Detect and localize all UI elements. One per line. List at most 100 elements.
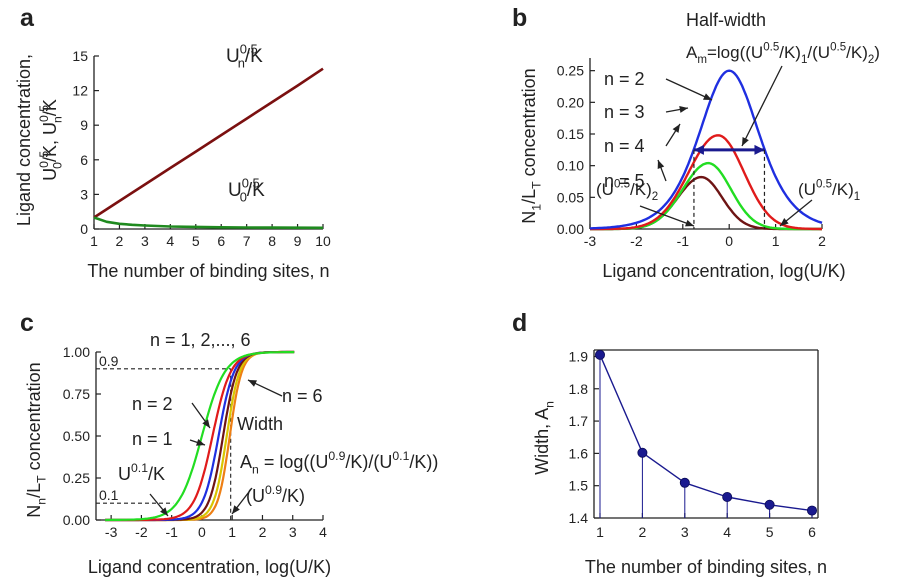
panel-c-u09-label: (U0.9​/K) — [246, 483, 305, 506]
panel-d-xtick-label: 2 — [639, 524, 647, 540]
panel-d-ylabel: Width, An​ — [532, 401, 556, 475]
panel-c-width-label: Width — [237, 414, 283, 434]
panel-a-series-1-label: U0.5​n​/K — [226, 41, 263, 70]
panel-d-point-6 — [807, 505, 818, 516]
panel-a-series-2-label-group: U0.5​0​/K — [228, 175, 265, 204]
panel-b-right-marker: (U0.5​/K)1​ — [798, 178, 860, 203]
panel-c-n1-pointer-head — [196, 439, 205, 446]
panel-d-point-1 — [595, 349, 606, 360]
panel-c-ytick-label: 1.00 — [63, 344, 90, 360]
panel-a-xtick-label: 7 — [243, 233, 251, 249]
panel-b-xtick-label: 1 — [772, 233, 780, 249]
panel-a-xtick-label: 6 — [217, 233, 225, 249]
panel-c-ytick-label: 0.50 — [63, 428, 90, 444]
panel-b-xlabel: Ligand concentration, log(U/K) — [602, 261, 845, 281]
panel-b-right-marker-pointer-head — [780, 218, 789, 226]
panel-c-xtick-label: -2 — [135, 524, 148, 540]
panel-c-xtick-label: 1 — [228, 524, 236, 540]
panel-b-series-2-label: n = 2 — [604, 69, 645, 89]
panel-a-ylabel-line1: Ligand concentration, — [14, 54, 34, 226]
panel-d-point-4 — [722, 491, 733, 502]
panel-b-left-marker-pointer-head — [685, 219, 694, 227]
panel-a-xtick-label: 8 — [268, 233, 276, 249]
panel-c-u01-label-group: U0.1​/K — [118, 461, 165, 484]
panel-b-series-4-pointer-head — [672, 124, 680, 133]
panel-c-ytick-label: 0.00 — [63, 512, 90, 528]
panel-c-u09-label-group: (U0.9​/K) — [246, 483, 305, 506]
panel-c-ylabel-group: Nn​/LT​ concentration — [24, 362, 48, 517]
panel-c-ref-0.1-label: 0.1 — [99, 487, 119, 503]
panel-b-formula-pointer-head — [742, 137, 749, 146]
panel-d-xlabel: The number of binding sites, n — [585, 557, 827, 577]
panel-b-series-2-pointer-head — [703, 93, 712, 100]
panel-a-label: a — [20, 4, 35, 32]
panel-b-left-marker: (U0.5​/K)2​ — [596, 178, 658, 203]
panel-a-series-1-label-group: U0.5​n​/K — [226, 41, 263, 70]
panel-d-ytick-label: 1.8 — [569, 381, 589, 397]
panel-d-label: d — [512, 309, 527, 337]
panel-b-halfwidth-title: Half-width — [686, 10, 766, 30]
panel-b-series-3-pointer-head — [679, 106, 688, 113]
panel-b-ylabel: N1​/LT​ concentration — [519, 68, 543, 223]
panel-a-xtick-label: 3 — [141, 233, 149, 249]
panel-c-xtick-label: 0 — [198, 524, 206, 540]
panel-d-point-3 — [679, 477, 690, 488]
panel-a-xtick-label: 4 — [166, 233, 174, 249]
panel-a-series-2-label: U0.5​0​/K — [228, 175, 265, 204]
panel-c-top-label: n = 1, 2,..., 6 — [150, 330, 251, 350]
panel-a-ytick-label: 0 — [80, 221, 88, 237]
panel-d-ytick-label: 1.6 — [569, 445, 589, 461]
panel-d-series-line — [599, 354, 813, 512]
panel-b-ylabel-group: N1​/LT​ concentration — [519, 68, 543, 223]
panel-b-series-4-label: n = 4 — [604, 136, 645, 156]
panel-b-ytick-label: 0.15 — [557, 126, 584, 142]
panel-d-xtick-label: 3 — [681, 524, 689, 540]
panel-c-n6-label: n = 6 — [282, 386, 323, 406]
panel-c-width-formula: An​ = log((U0.9​/K)/(U0.1​/K)) — [240, 449, 438, 477]
panel-c-n2-pointer-head — [202, 419, 210, 428]
panel-b-xtick-label: -2 — [630, 233, 643, 249]
panel-c-ref-0.9-label: 0.9 — [99, 353, 119, 369]
panel-c-xtick-label: 3 — [289, 524, 297, 540]
panel-a-ylabel-line2-group: U0.5​0​/K, U0.5​n​/K — [37, 99, 65, 181]
panel-a-ytick-label: 15 — [72, 48, 88, 64]
panel-b-halfwidth-formula-group: Am​=log((U0.5​/K)1​/(U0.5​/K)2​) — [686, 41, 880, 66]
panel-a-ytick-label: 6 — [80, 152, 88, 168]
panel-c-width-formula-group: An​ = log((U0.9​/K)/(U0.1​/K)) — [240, 449, 438, 477]
panel-b-series-2-pointer — [665, 78, 713, 101]
panel-b-series-2 — [589, 69, 823, 230]
panel-c-xtick-label: -1 — [165, 524, 178, 540]
panel-b-xtick-label: 0 — [725, 233, 733, 249]
panel-d-xtick-label: 6 — [808, 524, 816, 540]
panel-c-u01-pointer-head — [160, 507, 168, 516]
panel-a-ylabel-line1-group: Ligand concentration, — [14, 54, 34, 226]
panel-d-ytick-label: 1.4 — [569, 510, 589, 526]
panel-b-xtick-label: -3 — [584, 233, 597, 249]
panel-d-point-2 — [637, 447, 648, 458]
panel-a-ytick-label: 3 — [80, 186, 88, 202]
panel-c-xtick-label: 2 — [259, 524, 267, 540]
panel-b-halfwidth-formula: Am​=log((U0.5​/K)1​/(U0.5​/K)2​) — [686, 41, 880, 66]
panel-b-left-marker-group: (U0.5​/K)2​ — [596, 178, 658, 203]
panel-a-xlabel: The number of binding sites, n — [87, 261, 329, 281]
panel-b-ytick-label: 0.10 — [557, 158, 584, 174]
panel-c-xtick-label: 4 — [319, 524, 327, 540]
panel-b-left-marker-pointer — [639, 205, 695, 227]
panel-a-ytick-label: 9 — [80, 117, 88, 133]
panel-d-ytick-label: 1.5 — [569, 478, 589, 494]
panel-c-ylabel: Nn​/LT​ concentration — [24, 362, 48, 517]
panel-b-xtick-label: -1 — [677, 233, 690, 249]
panel-d-xtick-label: 5 — [766, 524, 774, 540]
panel-c-ytick-label: 0.25 — [63, 470, 90, 486]
panel-c-u01-label: U0.1​/K — [118, 461, 165, 484]
panel-b-series-3-label: n = 3 — [604, 102, 645, 122]
panel-a-ytick-label: 12 — [72, 83, 88, 99]
panel-a-series-1 — [93, 67, 324, 219]
panel-a-ylabel-line2: U0.5​0​/K, U0.5​n​/K — [37, 99, 65, 181]
panel-a-xtick-label: 1 — [90, 233, 98, 249]
panel-b-ytick-label: 0.05 — [557, 189, 584, 205]
panel-a-xtick-label: 9 — [294, 233, 302, 249]
panel-c-u09-pointer-head — [232, 505, 240, 514]
panel-d-ytick-label: 1.9 — [569, 348, 589, 364]
